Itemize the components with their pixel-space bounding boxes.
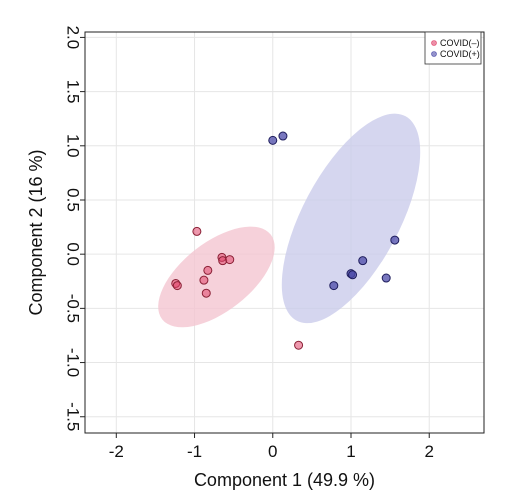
data-point-covid-negative [192, 226, 202, 236]
data-point-covid-negative [294, 340, 304, 350]
y-tick-label: -1.0 [64, 348, 83, 377]
data-point-covid-positive [381, 273, 391, 283]
plot-border [84, 31, 485, 434]
legend-label-covid-negative: COVID(–) [440, 38, 480, 48]
y-tick-label: -1.5 [64, 402, 83, 431]
legend-marker-covid-positive [431, 51, 437, 57]
data-point-covid-positive [358, 256, 368, 266]
confidence-ellipse-covid-positive [281, 113, 421, 324]
data-point-covid-positive [348, 270, 358, 280]
y-tick-label: 2.0 [64, 26, 83, 50]
x-tick-label: 2 [425, 442, 434, 461]
y-tick-label: 0.5 [64, 188, 83, 212]
data-point-covid-positive [278, 131, 288, 141]
data-point-covid-positive [268, 135, 278, 145]
data-point-covid-negative [172, 281, 182, 291]
y-tick-label: 0.0 [64, 242, 83, 266]
data-point-covid-positive [329, 281, 339, 291]
x-tick-label: 0 [268, 442, 277, 461]
point-layer [171, 131, 400, 350]
data-point-covid-negative [225, 255, 235, 265]
tick-layer: -2 -1 0 1 2 -1.5 -1.0 -0.5 0.0 0.5 1.0 1.5 2.0 [64, 26, 434, 461]
data-point-covid-negative [201, 288, 211, 298]
legend-label-covid-positive: COVID(+) [440, 49, 480, 59]
x-tick-label: -1 [187, 442, 202, 461]
x-tick-label: -2 [109, 442, 124, 461]
y-tick-label: 1.5 [64, 80, 83, 104]
y-tick-label: 1.0 [64, 134, 83, 158]
x-tick-label: 1 [346, 442, 355, 461]
ellipse-layer [158, 113, 421, 328]
confidence-ellipse-covid-negative [158, 226, 275, 328]
legend-marker-covid-negative [431, 40, 437, 46]
legend: COVID(–) COVID(+) [424, 31, 482, 65]
data-point-covid-negative [203, 265, 213, 275]
x-axis-label: Component 1 (49.9 %) [194, 470, 375, 490]
y-axis-label: Component 2 (16 %) [26, 149, 46, 315]
y-tick-label: -0.5 [64, 294, 83, 323]
data-point-covid-positive [390, 235, 400, 245]
legend-box [424, 31, 482, 65]
data-point-covid-negative [199, 275, 209, 285]
